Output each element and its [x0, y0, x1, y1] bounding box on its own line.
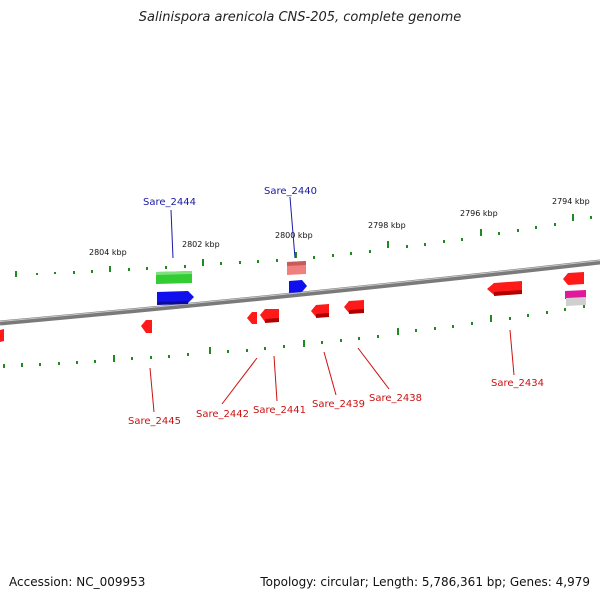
gene-sare-2440-blue[interactable]: [289, 280, 307, 293]
gene-label-sare-2442: Sare_2442: [196, 409, 249, 420]
gene-label-sare-2438: Sare_2438: [369, 393, 422, 404]
scale-label-2800: 2800 kbp: [275, 231, 313, 240]
scale-label-2804: 2804 kbp: [89, 248, 127, 257]
gene-label-sare-2434: Sare_2434: [491, 378, 544, 389]
scale-label-2794: 2794 kbp: [552, 197, 590, 206]
gene-sare-2439[interactable]: [311, 304, 329, 318]
gene-sare-2438[interactable]: [344, 300, 364, 314]
accession-label: Accession: NC_009953: [9, 575, 146, 589]
upper-tick-row: [15, 214, 592, 277]
lower-tick-row: [3, 301, 585, 368]
gene-sare-2444-green[interactable]: [156, 271, 192, 284]
gene-sare-2434[interactable]: [487, 281, 522, 296]
gene-label-sare-2440: Sare_2440: [264, 186, 317, 197]
gene-sare-2444-blue[interactable]: [157, 291, 194, 305]
gene-sare-2440-pink[interactable]: [287, 261, 306, 275]
map-title: Salinispora arenicola CNS-205, complete …: [138, 10, 462, 25]
genome-summary: Topology: circular; Length: 5,786,361 bp…: [260, 575, 590, 589]
gene-sare-2441[interactable]: [260, 309, 279, 323]
gene-sare-2445[interactable]: [141, 320, 152, 333]
scale-label-2798: 2798 kbp: [368, 221, 406, 230]
gene-label-sare-2445: Sare_2445: [128, 416, 181, 427]
gene-left-edge[interactable]: [0, 329, 4, 342]
scale-label-2796: 2796 kbp: [460, 209, 498, 218]
scale-label-2802: 2802 kbp: [182, 240, 220, 249]
gene-right-red[interactable]: [563, 272, 584, 285]
gene-sare-2442[interactable]: [247, 312, 257, 324]
gene-label-sare-2439: Sare_2439: [312, 399, 365, 410]
gene-right-magenta[interactable]: [565, 290, 586, 306]
genome-backbone: [0, 259, 600, 326]
gene-label-sare-2441: Sare_2441: [253, 405, 306, 416]
leader-lines: [149, 196, 515, 413]
gene-label-sare-2444: Sare_2444: [143, 197, 196, 208]
